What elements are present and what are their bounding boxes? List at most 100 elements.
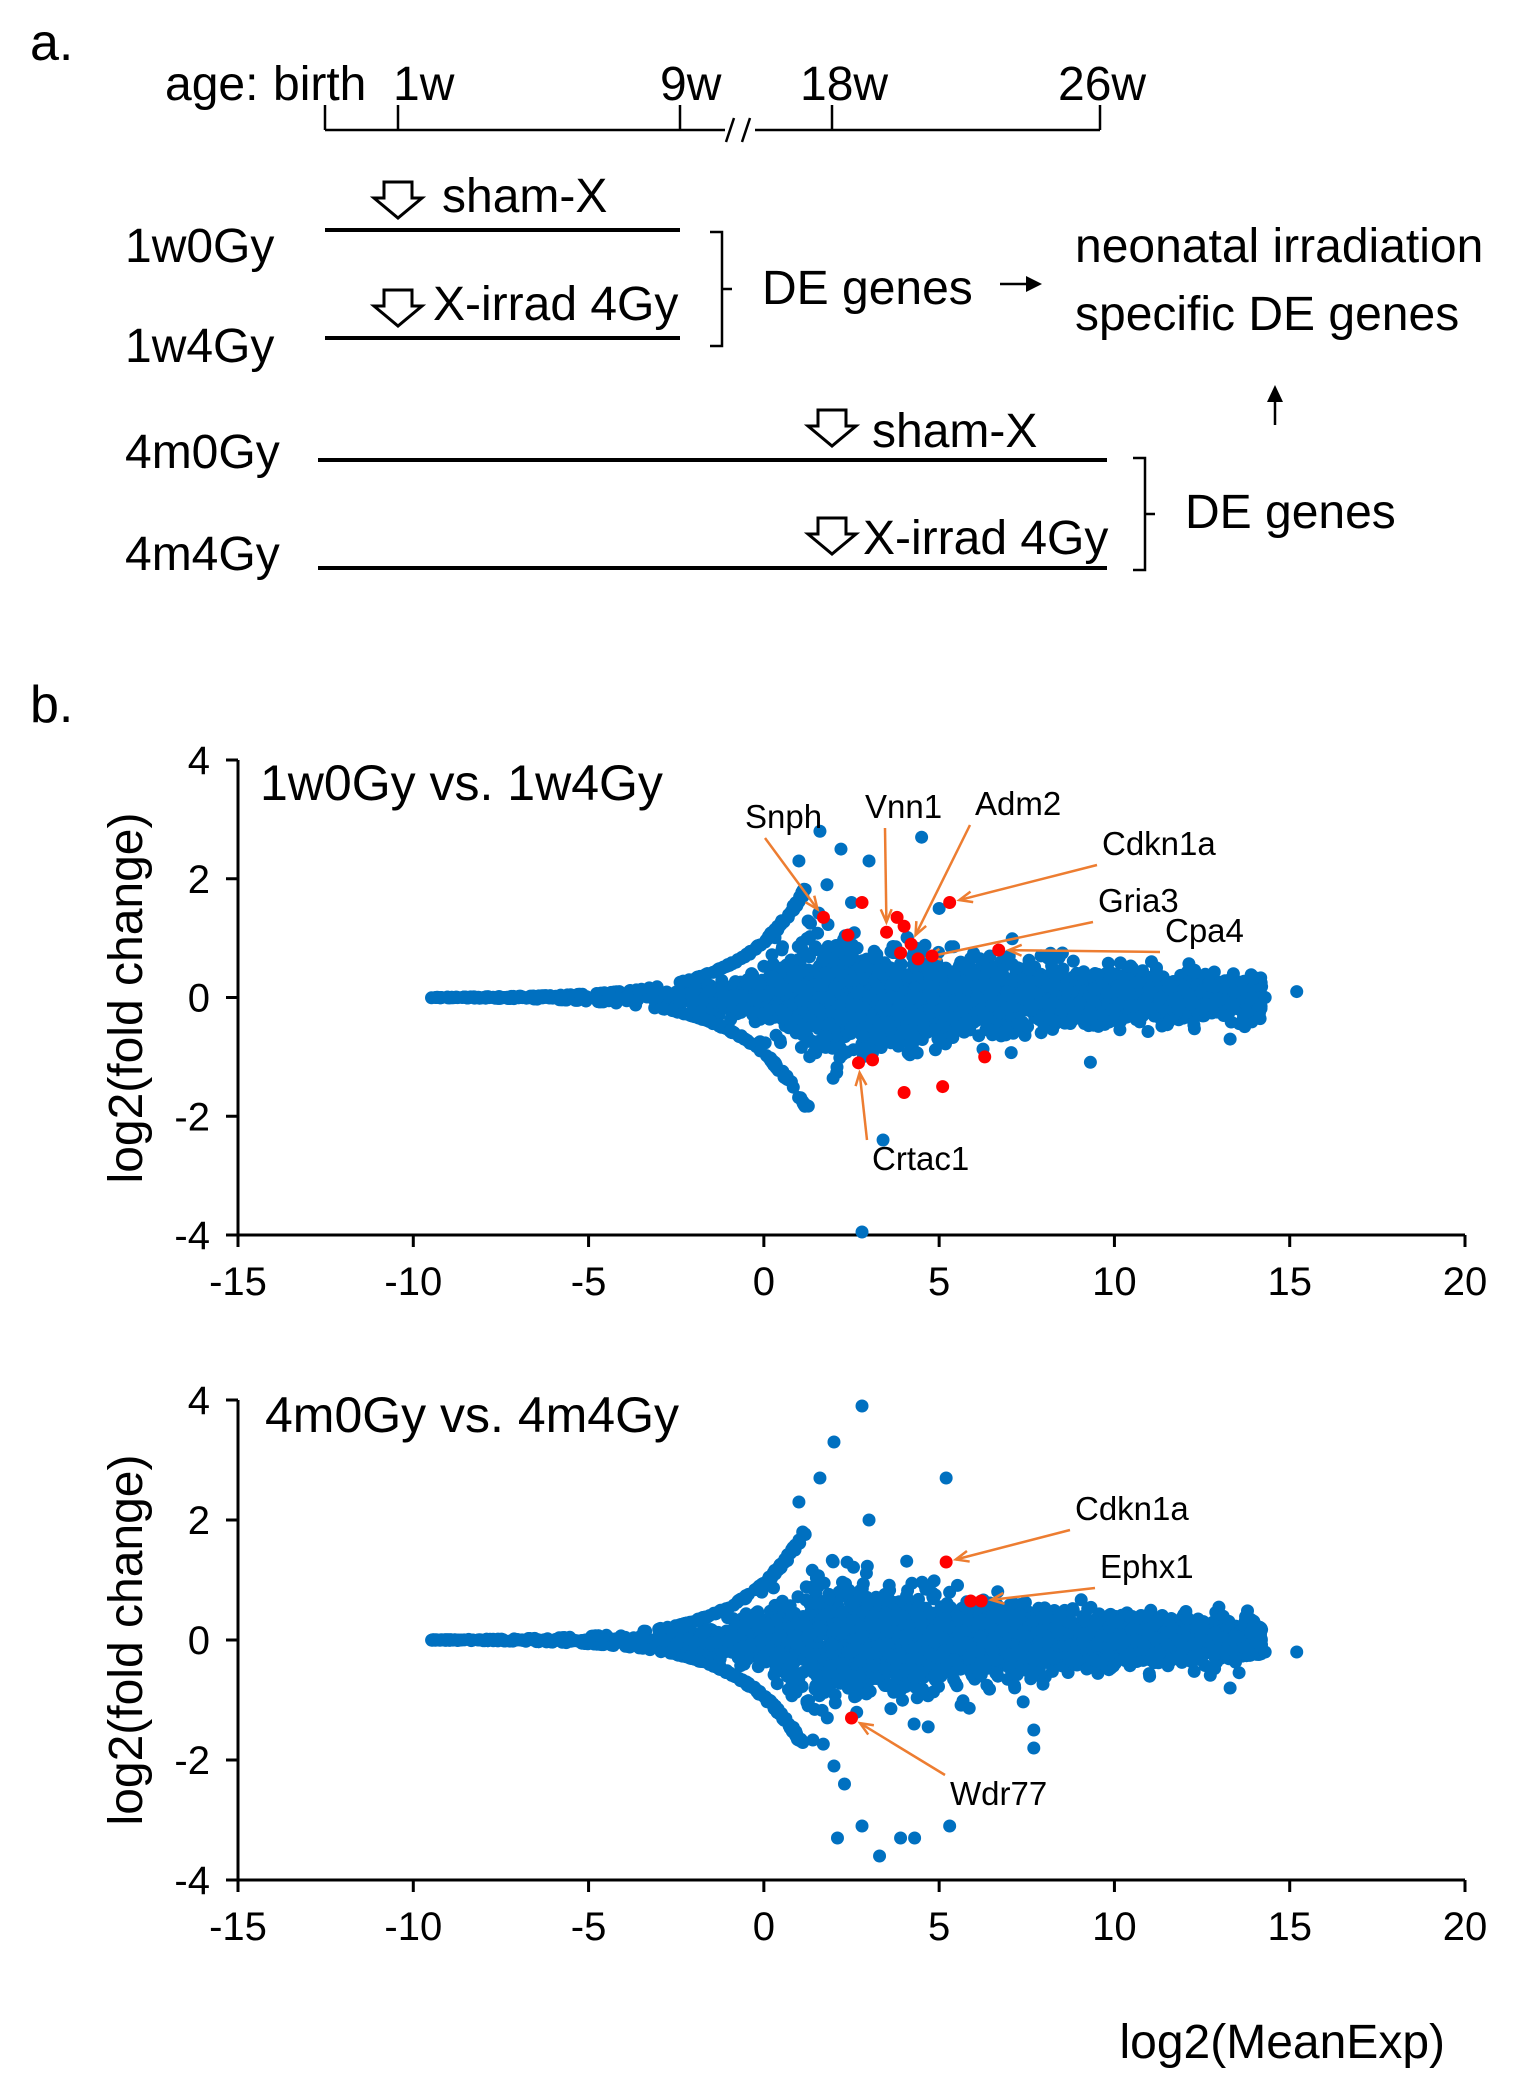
de-gene-point bbox=[855, 896, 869, 909]
outlier-point bbox=[834, 842, 848, 856]
point bbox=[677, 1007, 691, 1021]
x-tick-label: 5 bbox=[928, 1260, 950, 1304]
timeline-tick-18w: 18w bbox=[800, 58, 888, 111]
point bbox=[1019, 1019, 1033, 1032]
point bbox=[1077, 965, 1091, 979]
point bbox=[945, 1011, 959, 1025]
point bbox=[804, 916, 817, 930]
x-tick-label: 15 bbox=[1267, 1260, 1312, 1304]
de-gene-point bbox=[904, 937, 918, 951]
point bbox=[573, 987, 587, 1001]
point bbox=[1113, 956, 1127, 970]
point bbox=[1086, 994, 1100, 1008]
de-gene-point bbox=[897, 1086, 911, 1099]
group-1w4gy-treatment: X-irrad 4Gy bbox=[433, 278, 678, 331]
group-1w4gy-label: 1w4Gy bbox=[125, 320, 274, 373]
group-1w0gy-label: 1w0Gy bbox=[125, 220, 274, 273]
y-tick-label: 2 bbox=[188, 858, 210, 902]
point bbox=[850, 986, 864, 1000]
point bbox=[1227, 985, 1241, 999]
y-tick-label: -4 bbox=[174, 1859, 210, 1903]
point bbox=[874, 1035, 888, 1049]
bracket-1w bbox=[710, 230, 732, 348]
point bbox=[876, 1016, 890, 1029]
group-4m0gy-label: 4m0Gy bbox=[125, 426, 280, 479]
point bbox=[1082, 1006, 1096, 1020]
timeline-tick-9w: 9w bbox=[660, 58, 722, 111]
point bbox=[719, 960, 732, 973]
annotation-label: Cpa4 bbox=[1165, 912, 1244, 949]
x-tick-label: 20 bbox=[1443, 1905, 1488, 1949]
y-tick-label: 2 bbox=[188, 1499, 210, 1543]
point bbox=[1112, 997, 1126, 1011]
de-genes-4m-label: DE genes bbox=[1185, 486, 1396, 539]
point bbox=[858, 959, 871, 973]
point bbox=[1073, 995, 1086, 1009]
point bbox=[884, 990, 898, 1004]
y-tick-label: 0 bbox=[188, 1619, 210, 1663]
point bbox=[789, 897, 803, 911]
point bbox=[1047, 977, 1061, 990]
point bbox=[753, 1035, 767, 1049]
point bbox=[896, 1026, 910, 1040]
point bbox=[1167, 992, 1181, 1006]
point bbox=[970, 990, 984, 1004]
age-label: age: bbox=[165, 58, 258, 111]
arrow-right-icon bbox=[1000, 276, 1042, 292]
point bbox=[1144, 985, 1158, 999]
de-genes-1w-label: DE genes bbox=[762, 262, 973, 315]
point bbox=[784, 1020, 798, 1034]
point bbox=[1055, 946, 1069, 960]
group-1w0gy-treatment: sham-X bbox=[442, 170, 607, 223]
point bbox=[686, 994, 700, 1008]
point bbox=[1014, 985, 1028, 999]
point bbox=[845, 973, 859, 987]
point-cloud-1w bbox=[425, 882, 1269, 1113]
annotation-arrow bbox=[883, 827, 888, 923]
point bbox=[819, 966, 833, 980]
point bbox=[836, 1047, 850, 1061]
point bbox=[1240, 1005, 1254, 1019]
point bbox=[811, 1017, 825, 1031]
point bbox=[1245, 990, 1259, 1004]
y-tick-label: 4 bbox=[188, 739, 210, 783]
y-tick-label: 4 bbox=[188, 1379, 210, 1423]
outlier-point bbox=[862, 854, 876, 868]
point bbox=[811, 926, 825, 940]
result-line-2: specific DE genes bbox=[1075, 288, 1459, 341]
point bbox=[775, 1004, 789, 1018]
point bbox=[703, 984, 717, 998]
point bbox=[877, 1004, 890, 1017]
outlier-point bbox=[1258, 991, 1272, 1004]
timeline-axis bbox=[323, 105, 1102, 143]
point bbox=[999, 1028, 1013, 1042]
outlier-point bbox=[445, 991, 459, 1004]
x-tick-label: -15 bbox=[209, 1905, 267, 1949]
x-tick-label: -15 bbox=[209, 1260, 267, 1304]
point bbox=[724, 1023, 737, 1037]
de-gene-point bbox=[894, 946, 908, 960]
point bbox=[461, 991, 475, 1005]
de-gene-point bbox=[852, 1056, 866, 1070]
point bbox=[1208, 995, 1222, 1009]
group-4m4gy-label: 4m4Gy bbox=[125, 528, 280, 581]
point bbox=[1116, 971, 1130, 985]
point bbox=[796, 1021, 810, 1035]
point bbox=[672, 985, 686, 999]
point bbox=[602, 989, 616, 1003]
point bbox=[972, 1029, 986, 1043]
point bbox=[925, 981, 939, 994]
de-gene-point bbox=[841, 928, 855, 942]
outlier-point bbox=[792, 854, 806, 868]
de-gene-point bbox=[911, 952, 925, 966]
x-tick-label: 5 bbox=[928, 1905, 950, 1949]
de-gene-point bbox=[866, 1053, 880, 1067]
point bbox=[966, 964, 980, 978]
point bbox=[751, 939, 764, 953]
arrow-up-icon bbox=[1267, 385, 1283, 425]
point bbox=[1000, 985, 1014, 999]
panel-a-design: a. age: birth 1w 9w 18w 26w 1w0Gy sham-X… bbox=[30, 14, 1483, 581]
point bbox=[760, 989, 773, 1002]
point bbox=[985, 998, 999, 1012]
point bbox=[1011, 961, 1025, 975]
